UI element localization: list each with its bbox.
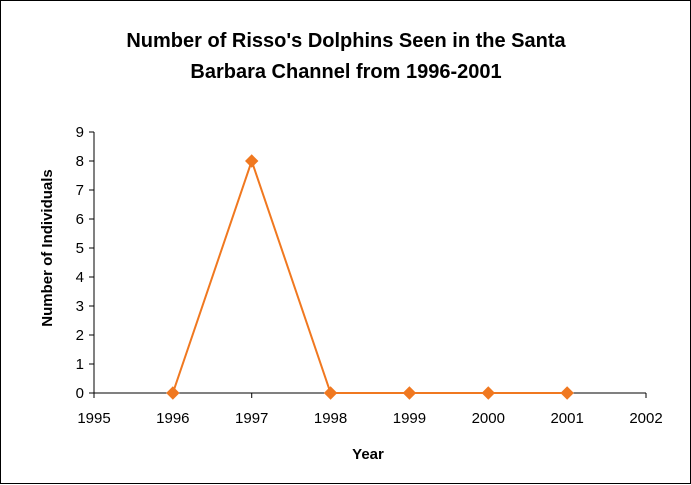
y-tick-label: 3 [76, 298, 84, 315]
x-tick-label: 1995 [77, 410, 110, 427]
chart-title-line-1: Number of Risso's Dolphins Seen in the S… [126, 30, 566, 52]
y-tick-label: 0 [76, 385, 84, 402]
y-tick-label: 9 [76, 124, 84, 141]
y-tick-label: 2 [76, 327, 84, 344]
data-point [560, 386, 574, 400]
data-point [245, 154, 259, 168]
data-point [323, 386, 338, 400]
y-tick-label: 4 [76, 269, 84, 286]
data-point [166, 386, 180, 400]
y-tick-label: 1 [76, 356, 84, 373]
x-tick-label: 2001 [550, 410, 583, 427]
y-tick-label: 5 [76, 240, 84, 257]
x-tick-label: 1998 [314, 410, 347, 427]
chart-title-line-2: Barbara Channel from 1996-2001 [190, 61, 501, 83]
y-tick-label: 6 [76, 211, 84, 228]
y-axis-title: Number of Individuals [39, 169, 56, 327]
data-point [481, 386, 495, 400]
series-layer [166, 154, 574, 400]
x-axis: 1995 1996 1997 1998 1999 2000 2001 2002 [77, 392, 663, 427]
x-tick-label: 1997 [235, 410, 268, 427]
x-tick-label: 1999 [393, 410, 426, 427]
y-tick-label: 8 [76, 153, 84, 170]
y-axis: 0 1 2 3 4 5 6 7 8 9 [76, 124, 95, 402]
x-tick-label: 2000 [472, 410, 505, 427]
y-tick-label: 7 [76, 182, 84, 199]
series-line [171, 157, 568, 394]
data-point [402, 386, 417, 400]
x-axis-title: Year [352, 446, 384, 463]
x-tick-label: 2002 [629, 410, 662, 427]
x-tick-label: 1996 [156, 410, 189, 427]
